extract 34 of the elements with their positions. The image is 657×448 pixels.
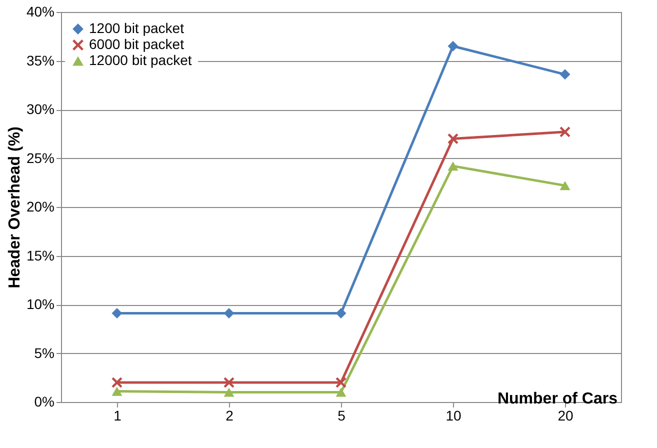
- point: [448, 162, 458, 171]
- point: [448, 40, 458, 52]
- x-tick-label: 2: [226, 408, 234, 424]
- point: [560, 181, 570, 190]
- x-tick-label: 10: [446, 408, 462, 424]
- y-tick-label: 0%: [34, 394, 54, 410]
- y-tick-label: 5%: [34, 344, 54, 361]
- point: [112, 377, 122, 388]
- y-tick-label: 40%: [26, 4, 54, 20]
- y-tick-label: 20%: [26, 198, 54, 214]
- point: [224, 308, 234, 319]
- point: [448, 134, 458, 144]
- x-tick-label: 5: [338, 408, 346, 424]
- y-tick-label: 30%: [26, 101, 54, 117]
- legend-label: 12000 bit packet: [89, 52, 192, 68]
- point: [560, 69, 570, 80]
- y-tick-label: 25%: [26, 150, 54, 166]
- point: [112, 308, 122, 319]
- legend-label: 6000 bit packet: [89, 36, 184, 52]
- point: [224, 377, 234, 388]
- legend-label: 1200 bit packet: [89, 20, 184, 36]
- x-axis-title: Number of Cars: [497, 390, 618, 408]
- point: [336, 308, 346, 319]
- y-tick-label: 35%: [26, 52, 54, 68]
- point: [112, 386, 122, 396]
- point: [336, 388, 346, 397]
- y-tick-label: 15%: [26, 247, 54, 264]
- point: [336, 377, 346, 388]
- x-tick-label: 20: [558, 408, 574, 424]
- y-axis-title: Header Overhead (%): [6, 126, 24, 288]
- point: [224, 388, 234, 397]
- y-tick-label: 10%: [26, 296, 54, 312]
- point: [560, 126, 570, 138]
- x-tick-label: 1: [114, 408, 122, 424]
